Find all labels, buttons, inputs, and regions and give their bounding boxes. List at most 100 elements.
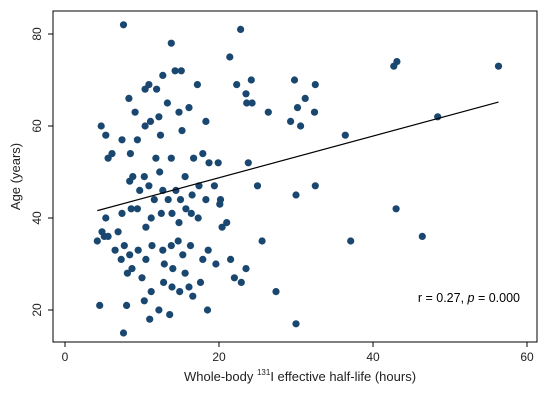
data-point [214, 159, 222, 167]
data-point [176, 288, 184, 296]
data-point [152, 154, 160, 162]
data-point [243, 99, 251, 107]
x-tick-label: 40 [366, 350, 380, 364]
data-point [242, 265, 250, 273]
data-point [264, 108, 272, 116]
data-point [142, 223, 150, 231]
annotation-p-symbol: p [467, 291, 475, 305]
data-point [210, 182, 218, 190]
data-point [159, 71, 167, 79]
data-point [244, 159, 252, 167]
data-point [205, 159, 213, 167]
y-tick-label: 40 [30, 211, 44, 225]
data-point [129, 173, 137, 181]
data-point [126, 150, 134, 158]
annotation-r: r = 0.27, [418, 291, 468, 305]
data-point [163, 99, 171, 107]
data-point [186, 242, 195, 250]
data-point [128, 265, 136, 273]
data-point [140, 173, 148, 181]
y-axis-label: Age (years) [8, 143, 23, 210]
data-point [145, 182, 153, 190]
data-point [258, 237, 266, 245]
data-point [301, 94, 309, 102]
data-point [146, 315, 154, 323]
data-point [297, 122, 305, 130]
data-point [175, 219, 183, 227]
data-point [203, 306, 212, 314]
data-point [179, 251, 187, 259]
data-point [190, 154, 198, 162]
data-point [147, 288, 155, 296]
data-point [159, 246, 167, 254]
data-point [145, 81, 153, 89]
data-point [204, 246, 212, 254]
data-point [185, 283, 193, 291]
data-point [146, 117, 155, 125]
data-point [138, 274, 146, 282]
data-point [174, 237, 182, 245]
data-point [119, 329, 128, 337]
data-point [287, 117, 295, 125]
data-point [216, 200, 224, 208]
data-point [202, 196, 210, 204]
data-point [194, 214, 202, 222]
data-point [253, 182, 262, 190]
data-point [223, 219, 231, 227]
data-point [199, 150, 207, 158]
data-point [102, 214, 110, 222]
plot-frame [52, 10, 538, 343]
data-point [118, 136, 126, 144]
data-point [202, 117, 210, 125]
annotation-p-value: = 0.000 [474, 291, 520, 305]
data-point [131, 108, 139, 116]
x-axis-label-superscript: 131 [257, 368, 271, 377]
data-point [237, 25, 245, 33]
data-point [189, 292, 197, 300]
data-point [97, 122, 105, 130]
data-point [136, 186, 144, 194]
data-point [311, 182, 319, 190]
data-point [178, 127, 186, 135]
data-point [196, 278, 205, 286]
data-point [193, 81, 201, 89]
data-point [185, 104, 193, 112]
data-point [293, 104, 302, 112]
data-point [226, 53, 234, 61]
data-point [218, 223, 226, 231]
data-point [242, 90, 250, 98]
data-point [310, 108, 319, 116]
data-point [156, 131, 165, 139]
data-point [150, 196, 158, 204]
x-tick-label: 0 [62, 350, 69, 364]
data-point [93, 237, 101, 245]
data-point [188, 191, 196, 199]
y-tick-label: 80 [30, 27, 44, 41]
x-axis-label-suffix: I effective half-life (hours) [270, 369, 416, 384]
data-point [176, 196, 185, 204]
data-point [164, 196, 172, 204]
x-tick-label: 60 [520, 350, 534, 364]
data-point [347, 237, 355, 245]
data-point [175, 108, 183, 116]
data-point [155, 113, 163, 121]
data-point [160, 278, 168, 286]
data-point [292, 191, 300, 199]
data-point [126, 251, 134, 259]
data-point [248, 99, 256, 107]
data-point [160, 260, 168, 268]
data-point [134, 246, 142, 254]
data-point [157, 209, 165, 217]
data-point [118, 209, 126, 217]
y-tick-label: 60 [30, 119, 44, 133]
data-point [171, 67, 179, 75]
data-point [133, 205, 141, 213]
data-point [212, 260, 220, 268]
data-point [114, 228, 122, 236]
data-point [125, 94, 133, 102]
data-point [392, 205, 400, 213]
x-axis-label: Whole-body 131I effective half-life (hou… [184, 368, 416, 384]
x-axis-label-prefix: Whole-body [184, 369, 257, 384]
data-point [187, 209, 195, 217]
